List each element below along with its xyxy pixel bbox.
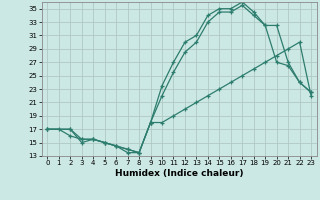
X-axis label: Humidex (Indice chaleur): Humidex (Indice chaleur) bbox=[115, 169, 244, 178]
